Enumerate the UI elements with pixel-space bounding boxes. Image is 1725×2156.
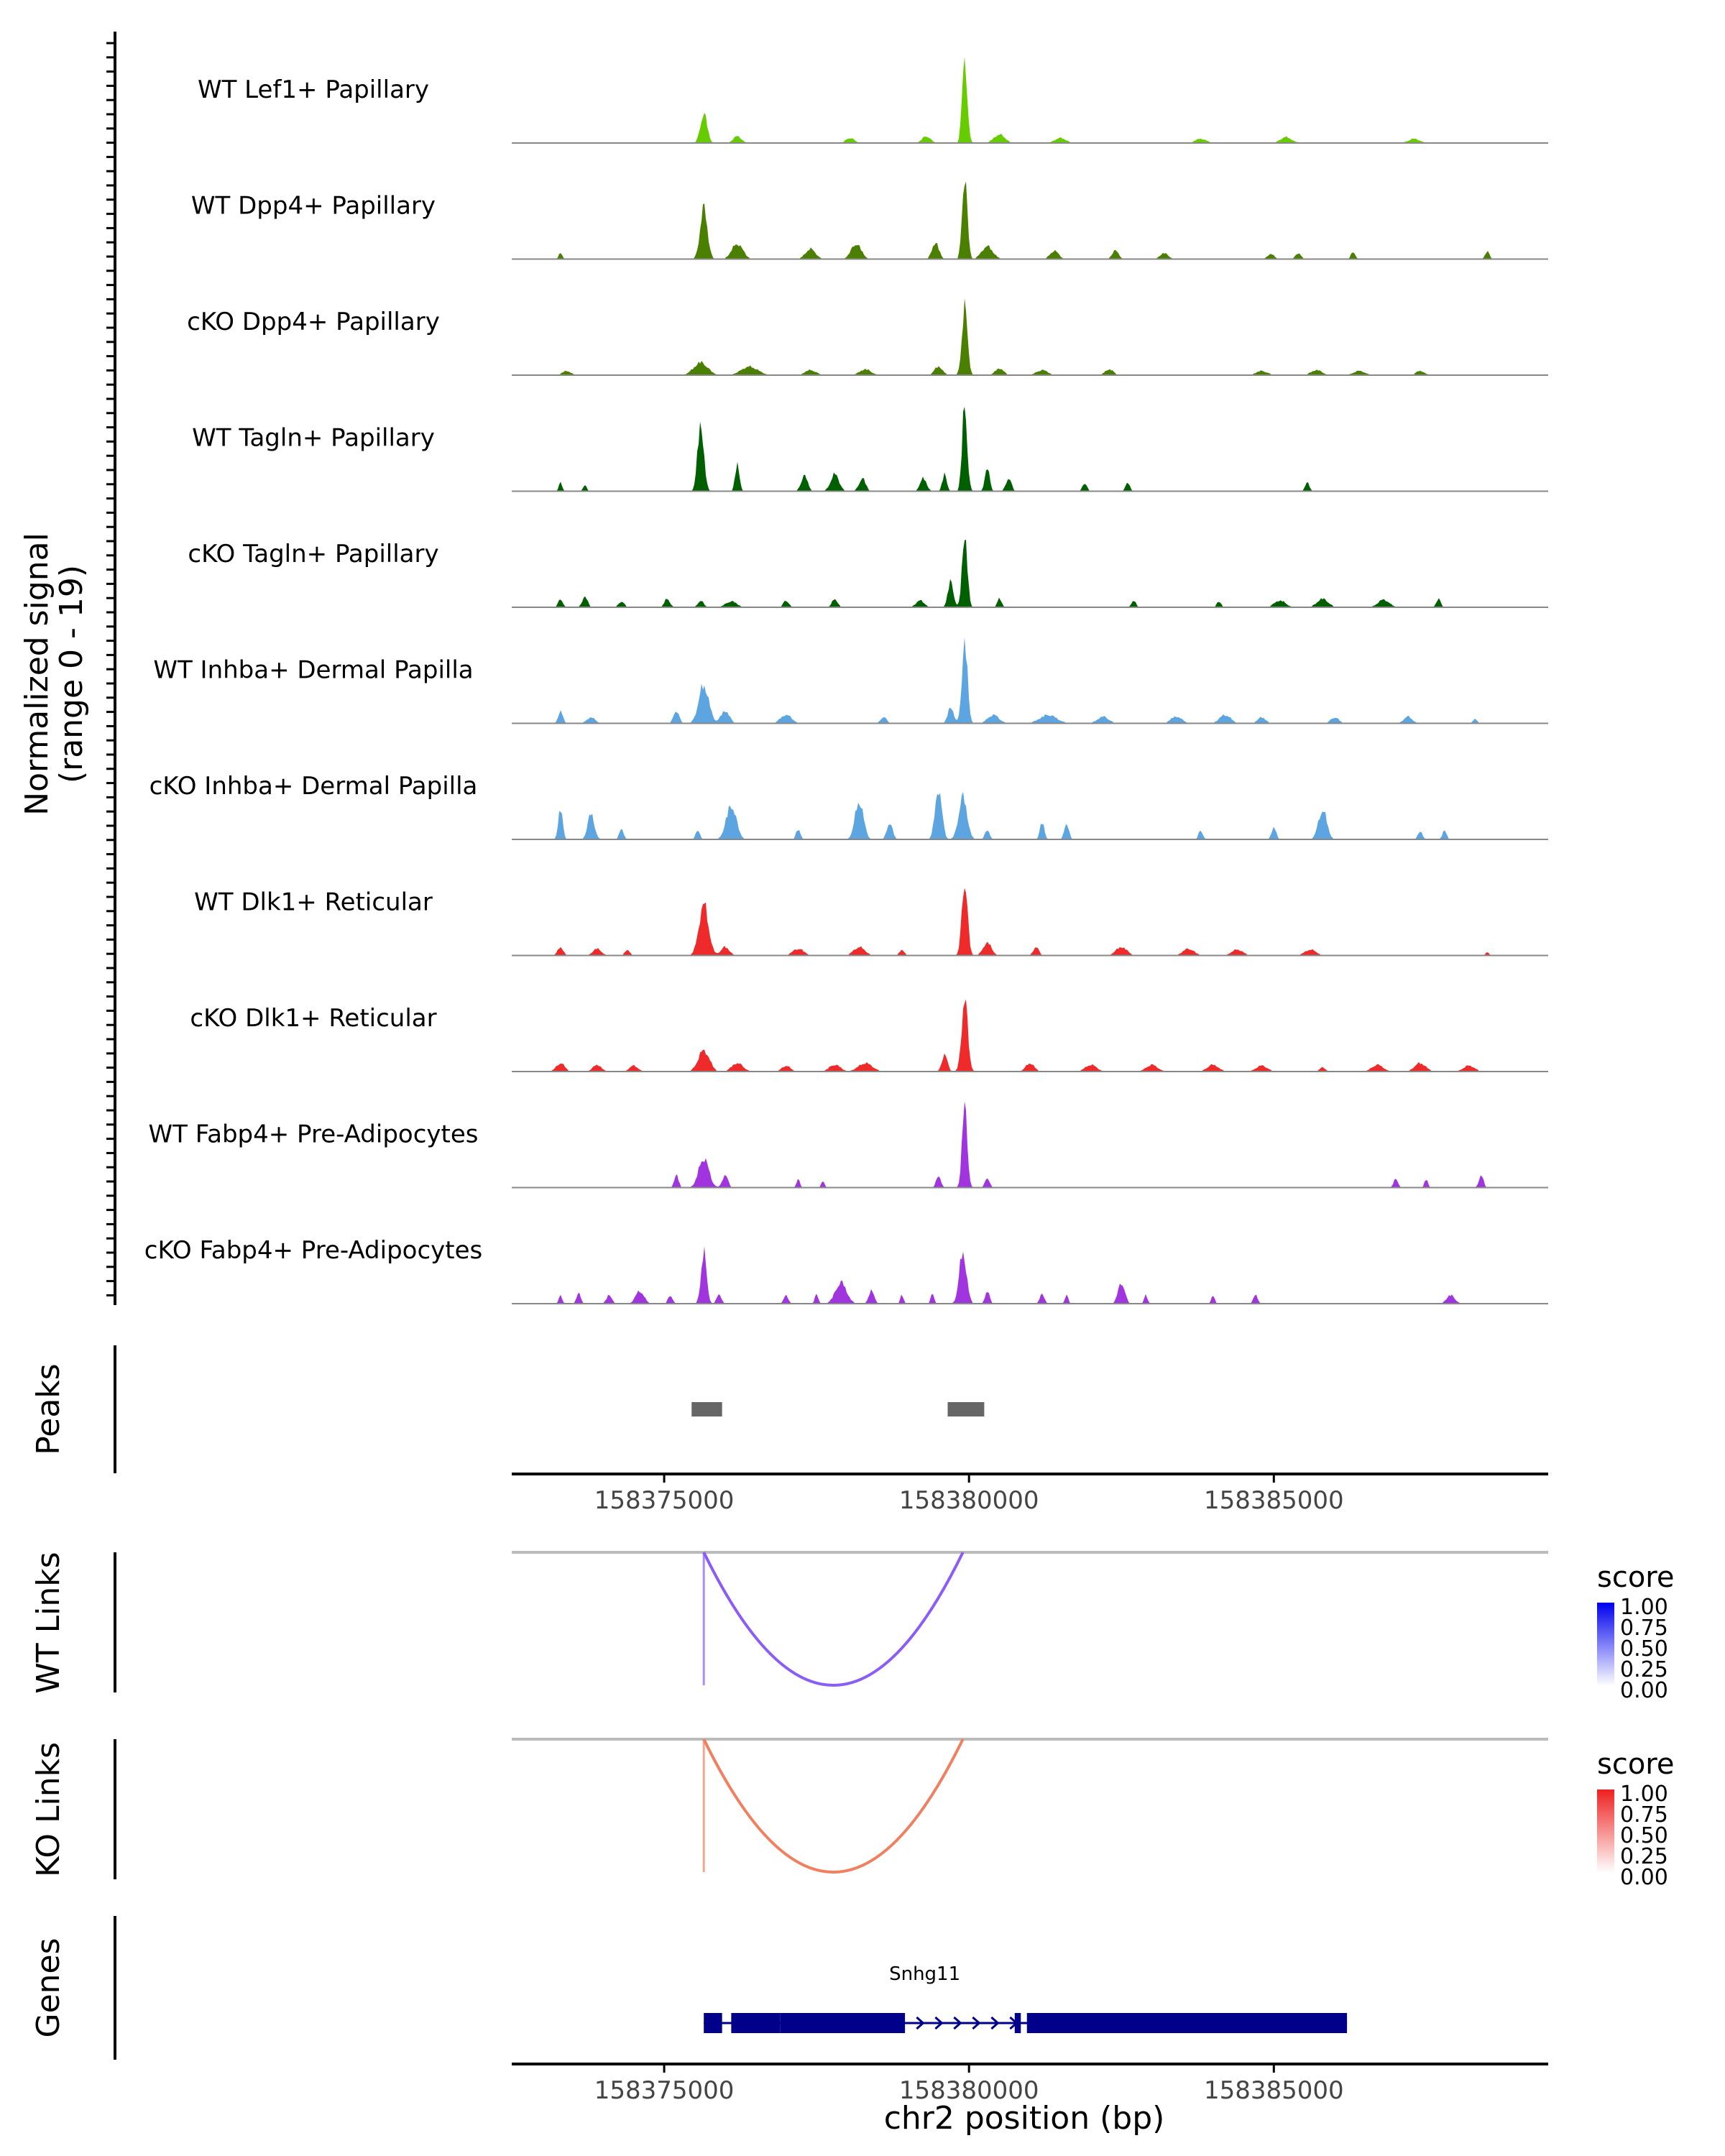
signal-area (512, 791, 1548, 839)
peak-region (947, 1402, 985, 1416)
track-label: cKO Inhba+ Dermal Papilla (150, 772, 478, 801)
track-label: cKO Fabp4+ Pre-Adipocytes (144, 1236, 483, 1265)
signal-axis (106, 32, 116, 1305)
track-label: cKO Dpp4+ Papillary (187, 308, 440, 336)
signal-track: cKO Fabp4+ Pre-Adipocytes (144, 1236, 1548, 1304)
x-axis-bottom: 158375000 158380000 158385000 (512, 2063, 1548, 2105)
legend-value: 0.75 (1620, 1616, 1668, 1641)
gene-exon (704, 2013, 722, 2033)
x-tick-label: 158375000 (594, 2076, 735, 2105)
x-axis-top: 158375000 158380000 158385000 (512, 1473, 1548, 1515)
signal-area (512, 298, 1548, 375)
x-tick-label: 158380000 (899, 1486, 1039, 1515)
signal-track: WT Dlk1+ Reticular (194, 888, 1548, 957)
strand-arrow-icon (953, 2016, 962, 2030)
strand-arrow-icon (934, 2016, 944, 2030)
y-axis-range-label: (range 0 - 19) (53, 565, 90, 783)
legend-value: 0.25 (1620, 1657, 1668, 1682)
peak-region (691, 1402, 722, 1416)
genes-panel: Genes Snhg11 (30, 1916, 1348, 2060)
legend-value: 0.50 (1620, 1636, 1668, 1662)
link-arc (702, 1738, 965, 1874)
legend-value: 0.25 (1620, 1844, 1668, 1869)
track-label: WT Fabp4+ Pre-Adipocytes (149, 1120, 479, 1149)
legend-title: score (1597, 1748, 1674, 1781)
y-axis-label: Normalized signal (19, 533, 55, 816)
track-label: cKO Dlk1+ Reticular (190, 1004, 436, 1033)
gene-model (704, 2013, 1348, 2033)
signal-area (512, 407, 1548, 492)
track-label: WT Tagln+ Papillary (192, 424, 435, 453)
gene-exon (731, 2013, 781, 2033)
strand-arrow-icon (916, 2016, 925, 2030)
signal-track: WT Fabp4+ Pre-Adipocytes (149, 1101, 1548, 1189)
gene-exon (780, 2013, 906, 2033)
signal-track: cKO Inhba+ Dermal Papilla (150, 772, 1548, 840)
track-label: WT Dpp4+ Papillary (191, 192, 436, 221)
signal-area (512, 1246, 1548, 1304)
legend-value: 1.00 (1620, 1595, 1668, 1620)
x-tick-label: 158375000 (594, 1486, 735, 1515)
track-label: WT Dlk1+ Reticular (194, 888, 433, 917)
peaks-label: Peaks (30, 1363, 67, 1455)
signal-area (512, 999, 1548, 1072)
signal-area (512, 539, 1548, 607)
signal-track: cKO Dlk1+ Reticular (190, 999, 1548, 1072)
signal-track: cKO Dpp4+ Papillary (187, 298, 1548, 376)
strand-arrow-icon (990, 2016, 1000, 2030)
signal-track: WT Lef1+ Papillary (198, 57, 1548, 144)
strand-arrow-icon (1009, 2016, 1018, 2030)
strand-arrow-icon (972, 2016, 981, 2030)
signal-area (512, 888, 1548, 956)
track-label: cKO Tagln+ Papillary (188, 540, 438, 568)
legend-colorbar (1597, 1789, 1614, 1873)
x-tick-label: 158385000 (1204, 1486, 1344, 1515)
signal-tracks: WT Lef1+ Papillary WT Dpp4+ Papillary cKO … (144, 57, 1548, 1304)
peaks-panel: Peaks (30, 1345, 985, 1473)
genes-label: Genes (30, 1938, 67, 2037)
signal-area (512, 1101, 1548, 1188)
legend-value: 0.75 (1620, 1802, 1668, 1828)
x-axis-label: chr2 position (bp) (884, 2100, 1165, 2137)
legend-colorbar (1597, 1603, 1614, 1686)
legend-title: score (1597, 1561, 1674, 1594)
gene-name-label: Snhg11 (889, 1963, 960, 1985)
legend-value: 1.00 (1620, 1782, 1668, 1807)
signal-track: WT Tagln+ Papillary (192, 407, 1548, 492)
track-label: WT Inhba+ Dermal Papilla (153, 656, 473, 685)
links-label: KO Links (30, 1742, 67, 1877)
link-arc (702, 1552, 965, 1687)
legend-value: 0.00 (1620, 1678, 1668, 1703)
x-tick-label: 158380000 (899, 2076, 1039, 2105)
signal-area (512, 637, 1548, 724)
legend-value: 0.00 (1620, 1865, 1668, 1890)
signal-area (512, 181, 1548, 259)
legend-value: 0.50 (1620, 1823, 1668, 1848)
links-label: WT Links (30, 1552, 67, 1693)
gene-exon (1026, 2013, 1348, 2033)
signal-track: WT Inhba+ Dermal Papilla (153, 637, 1548, 724)
x-tick-label: 158385000 (1204, 2076, 1344, 2105)
signal-track: cKO Tagln+ Papillary (188, 539, 1548, 608)
signal-area (512, 57, 1548, 143)
track-label: WT Lef1+ Papillary (198, 75, 429, 104)
signal-track: WT Dpp4+ Papillary (191, 181, 1548, 260)
